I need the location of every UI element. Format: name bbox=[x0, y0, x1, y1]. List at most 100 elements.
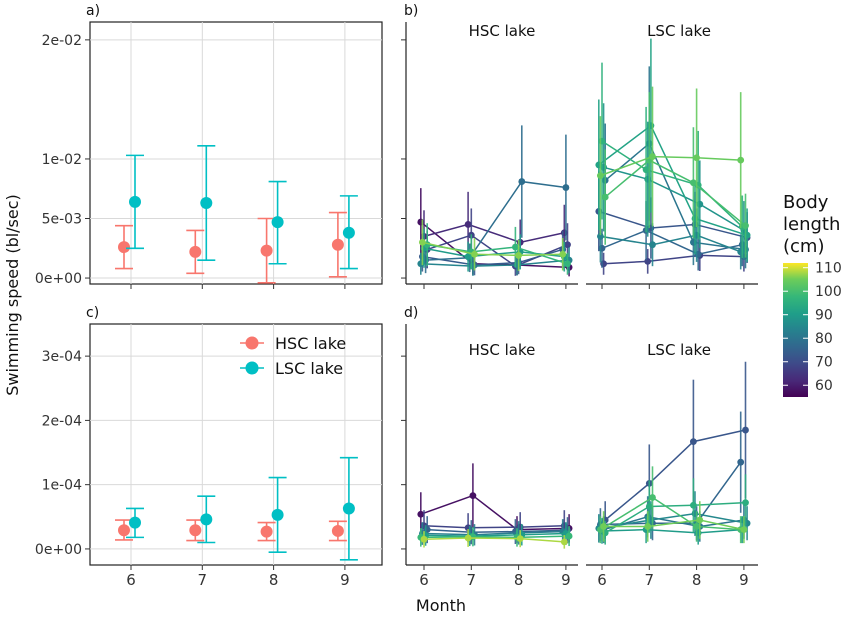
d-point-6-0 bbox=[420, 535, 428, 543]
d-point-6-1 bbox=[464, 534, 472, 542]
facet-b-hsc: HSC lake bbox=[469, 22, 536, 40]
colorbar-tick-label-5: 60 bbox=[815, 378, 833, 394]
colorbar: Body length (cm) 110 100 90 80 70 60 bbox=[783, 192, 842, 397]
c-ytick-label-3: 3e-04 bbox=[42, 349, 82, 365]
b-point-13-1 bbox=[649, 241, 656, 249]
b-point-4-2 bbox=[518, 178, 526, 185]
panel-b: b) HSC lake LSC lake bbox=[401, 3, 758, 289]
d-point-14-3 bbox=[740, 526, 748, 534]
d-hsc-xtick-label-0: 6 bbox=[419, 571, 429, 589]
c-point-0-3 bbox=[331, 524, 344, 537]
b-series-line-1 bbox=[423, 223, 565, 244]
b-series-line-16 bbox=[601, 140, 743, 228]
facet-b-lsc: LSC lake bbox=[647, 22, 711, 40]
b-series-line-18 bbox=[600, 155, 741, 177]
colorbar-title-1: Body bbox=[783, 192, 829, 213]
c-xtick-label-0: 6 bbox=[126, 571, 136, 589]
b-point-8-2 bbox=[515, 252, 522, 259]
a-point-1-2 bbox=[271, 216, 284, 229]
a-ytick-label-3: 2e-02 bbox=[42, 33, 82, 49]
c-point-0-1 bbox=[189, 524, 202, 537]
a-point-0-0 bbox=[118, 241, 130, 254]
d-point-0-0 bbox=[417, 510, 425, 518]
d-series-line-7 bbox=[604, 429, 746, 521]
d-point-14-0 bbox=[600, 523, 607, 530]
panel-c: 0e+00 1e-04 2e-04 3e-04 c) bbox=[35, 305, 383, 570]
d-hsc-xtick-label-3: 9 bbox=[561, 571, 571, 589]
b-series-line-5 bbox=[420, 259, 570, 267]
b-point-18-1 bbox=[649, 153, 656, 160]
a-ytick-label-0: 0e+00 bbox=[35, 271, 82, 287]
c-point-1-0 bbox=[129, 516, 141, 529]
b-series-line-3 bbox=[422, 248, 563, 266]
c-ytick-label-0: 0e+00 bbox=[35, 542, 82, 558]
d-point-7-3 bbox=[742, 426, 749, 434]
c-point-1-2 bbox=[271, 508, 284, 521]
d-series-line-6 bbox=[423, 537, 565, 543]
a-ytick-label-2: 1e-02 bbox=[42, 152, 82, 168]
b-point-17-2 bbox=[690, 179, 697, 187]
facet-d-hsc: HSC lake bbox=[469, 341, 536, 359]
d-series-line-1 bbox=[423, 525, 565, 529]
b-point-1-1 bbox=[464, 221, 472, 228]
a-point-0-1 bbox=[189, 245, 202, 258]
panel-c-label: c) bbox=[86, 305, 99, 321]
y-axis-title: Swimming speed (bl/sec) bbox=[3, 194, 22, 396]
facet-d-lsc: LSC lake bbox=[647, 341, 711, 359]
colorbar-title-3: (cm) bbox=[783, 236, 824, 257]
panel-b-label: b) bbox=[404, 3, 418, 19]
panel-d: d) HSC lake LSC lake bbox=[401, 305, 758, 570]
d-series-line-8 bbox=[600, 461, 742, 526]
b-series-line-4 bbox=[425, 180, 567, 261]
d-series-line-3 bbox=[422, 530, 563, 536]
colorbar-tick-label-1: 100 bbox=[815, 284, 842, 300]
b-point-4-3 bbox=[562, 184, 570, 191]
b-point-6-1 bbox=[464, 253, 472, 261]
b-point-17-3 bbox=[742, 222, 749, 230]
d-point-12-1 bbox=[645, 503, 653, 510]
b-point-13-0 bbox=[597, 232, 604, 240]
b-point-8-1 bbox=[471, 250, 478, 258]
colorbar-title-2: length bbox=[783, 214, 840, 235]
b-point-7-3 bbox=[564, 260, 571, 268]
b-point-17-0 bbox=[601, 193, 609, 201]
a-point-1-3 bbox=[342, 226, 355, 239]
d-point-13-1 bbox=[649, 494, 656, 501]
d-point-12-3 bbox=[742, 499, 749, 507]
d-series-line-12 bbox=[604, 501, 746, 534]
a-point-0-2 bbox=[260, 244, 273, 257]
d-lsc-xtick-label-3: 9 bbox=[739, 571, 749, 589]
d-series-line-11 bbox=[601, 528, 743, 534]
x-axis-title: Month bbox=[416, 596, 466, 615]
d-point-14-1 bbox=[644, 523, 652, 530]
a-ytick-label-1: 5e-03 bbox=[42, 212, 82, 228]
d-series-line-13 bbox=[600, 496, 741, 531]
legend-lsc-point bbox=[245, 361, 259, 375]
c-ytick-label-1: 1e-04 bbox=[42, 478, 82, 494]
group-legend: HSC lake LSC lake bbox=[240, 334, 346, 378]
b-point-18-0 bbox=[597, 172, 604, 180]
b-point-8-0 bbox=[419, 238, 426, 246]
b-series-line-13 bbox=[600, 234, 741, 253]
panel-a-frame bbox=[89, 21, 383, 285]
c-point-1-3 bbox=[342, 502, 355, 515]
c-point-1-1 bbox=[200, 513, 213, 526]
b-point-18-3 bbox=[737, 156, 745, 164]
colorbar-tick-label-4: 70 bbox=[815, 355, 833, 371]
panel-c-frame bbox=[89, 323, 383, 566]
d-series-line-0 bbox=[420, 494, 570, 531]
panel-d-label: d) bbox=[404, 305, 418, 321]
b-point-2-3 bbox=[564, 241, 571, 249]
d-series-line-2 bbox=[427, 528, 568, 533]
c-xtick-label-2: 8 bbox=[269, 571, 279, 589]
b-series-line-11 bbox=[601, 229, 743, 256]
d-point-5-3 bbox=[565, 532, 573, 540]
d-lsc-xtick-label-1: 7 bbox=[645, 571, 655, 589]
d-point-13-2 bbox=[693, 523, 700, 530]
c-point-0-0 bbox=[118, 524, 130, 537]
d-point-14-2 bbox=[696, 516, 704, 524]
c-point-0-2 bbox=[260, 525, 273, 538]
panel-a-label: a) bbox=[86, 3, 100, 19]
colorbar-gradient bbox=[783, 263, 808, 397]
